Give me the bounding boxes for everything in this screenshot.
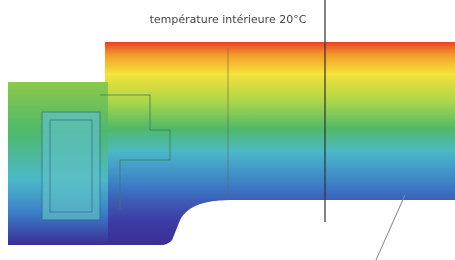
page: {"labels": {"interior": "température int… bbox=[0, 0, 455, 260]
exterior-label: température extérieure 0°C bbox=[207, 221, 360, 234]
glazing bbox=[42, 112, 100, 220]
thermal-diagram: température intérieure 20°C température … bbox=[0, 0, 455, 260]
interior-label: température intérieure 20°C bbox=[150, 13, 307, 26]
pointer-line bbox=[376, 195, 405, 260]
